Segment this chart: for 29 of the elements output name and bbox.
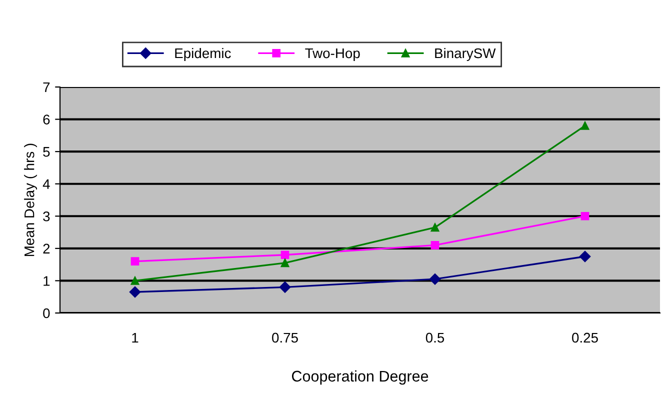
x-axis-title: Cooperation Degree: [292, 370, 428, 385]
point: [130, 257, 140, 266]
legend-label: Epidemic: [175, 48, 231, 61]
y-tick-label: 1: [44, 276, 50, 286]
point: [580, 122, 590, 130]
point: [280, 258, 290, 268]
y-tick-label: 5: [43, 147, 50, 157]
point: [430, 241, 440, 250]
y-axis-title: Mean Delay ( hrs ): [24, 144, 37, 256]
y-tick-label: 4: [42, 179, 50, 189]
point: [279, 282, 291, 293]
point: [430, 223, 440, 232]
point: [129, 286, 141, 298]
y-tick-label: 0: [43, 308, 50, 318]
x-tick-label: 0.25: [572, 332, 598, 343]
point: [130, 276, 140, 285]
point: [580, 212, 590, 220]
legend-label: Two-Hop: [305, 48, 360, 61]
y-tick-label: 2: [43, 244, 50, 254]
legend-label: BinarySW: [435, 48, 496, 61]
y-tick-label: 7: [43, 82, 50, 92]
y-tick-label: 6: [43, 114, 50, 124]
point: [579, 250, 591, 262]
x-tick-label: 0.5: [426, 332, 444, 343]
x-tick-label: 0.75: [272, 332, 298, 343]
x-tick-label: 1: [132, 332, 138, 343]
point: [429, 273, 441, 285]
point: [280, 250, 290, 260]
y-tick-label: 3: [43, 211, 50, 222]
